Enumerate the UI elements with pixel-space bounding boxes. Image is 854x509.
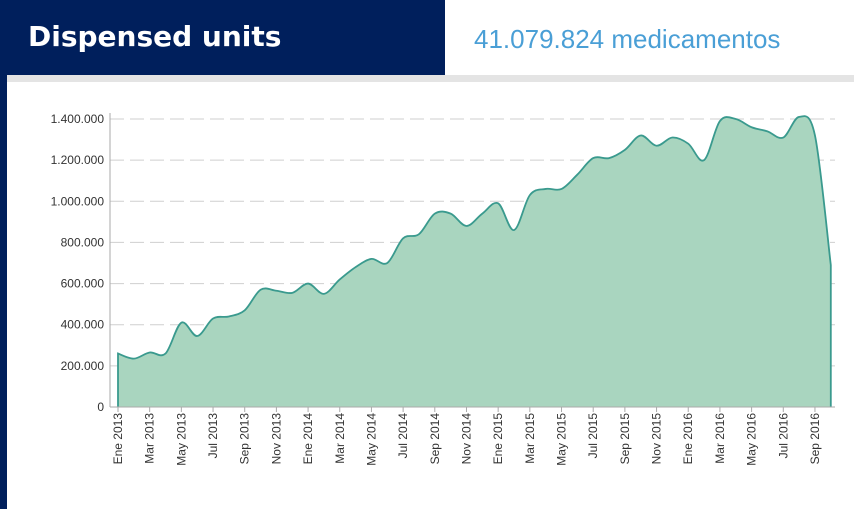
- x-tick-label: Mar 2015: [523, 413, 537, 464]
- x-tick-label: May 2016: [745, 413, 759, 466]
- x-tick-label: Nov 2015: [650, 413, 664, 465]
- total: 41.079.824 medicamentos: [474, 24, 781, 54]
- x-tick-label: Sep 2016: [808, 413, 822, 465]
- x-tick-label: Mar 2016: [713, 413, 727, 464]
- y-tick-label: 0: [97, 400, 104, 414]
- x-tick-label: Jul 2015: [586, 413, 600, 459]
- x-tick-label: Jul 2014: [396, 413, 410, 459]
- x-tick-label: Sep 2013: [238, 413, 252, 465]
- x-tick-label: Nov 2013: [269, 413, 283, 465]
- x-tick-label: May 2014: [364, 413, 378, 466]
- frame-edge: [0, 0, 7, 509]
- y-tick-label: 1.200.000: [51, 153, 105, 167]
- x-tick-label: Nov 2014: [459, 413, 473, 465]
- y-tick-label: 400.000: [61, 318, 105, 332]
- x-tick-label: May 2013: [174, 413, 188, 466]
- x-tick-label: Jul 2016: [776, 413, 790, 459]
- header: Dispensed units: [0, 0, 445, 75]
- x-tick-label: Ene 2016: [681, 413, 695, 465]
- header-title: Dispensed units: [28, 20, 282, 53]
- x-tick-label: Ene 2013: [111, 413, 125, 465]
- x-tick-label: Ene 2014: [301, 413, 315, 465]
- x-tick-label: Sep 2014: [428, 413, 442, 465]
- y-tick-label: 200.000: [61, 359, 105, 373]
- x-tick-label: Sep 2015: [618, 413, 632, 465]
- y-tick-label: 800.000: [61, 235, 105, 249]
- area-line: [117, 115, 832, 407]
- separator: [7, 75, 854, 82]
- area-fill: [118, 116, 831, 407]
- x-tick-label: Mar 2014: [333, 413, 347, 464]
- x-tick-label: Jul 2013: [206, 413, 220, 459]
- y-tick-label: 1.400.000: [51, 112, 105, 126]
- x-tick-label: Mar 2013: [143, 413, 157, 464]
- y-tick-label: 600.000: [61, 277, 105, 291]
- y-tick-label: 1.000.000: [51, 194, 105, 208]
- x-tick-label: May 2015: [555, 413, 569, 466]
- x-tick-label: Ene 2015: [491, 413, 505, 465]
